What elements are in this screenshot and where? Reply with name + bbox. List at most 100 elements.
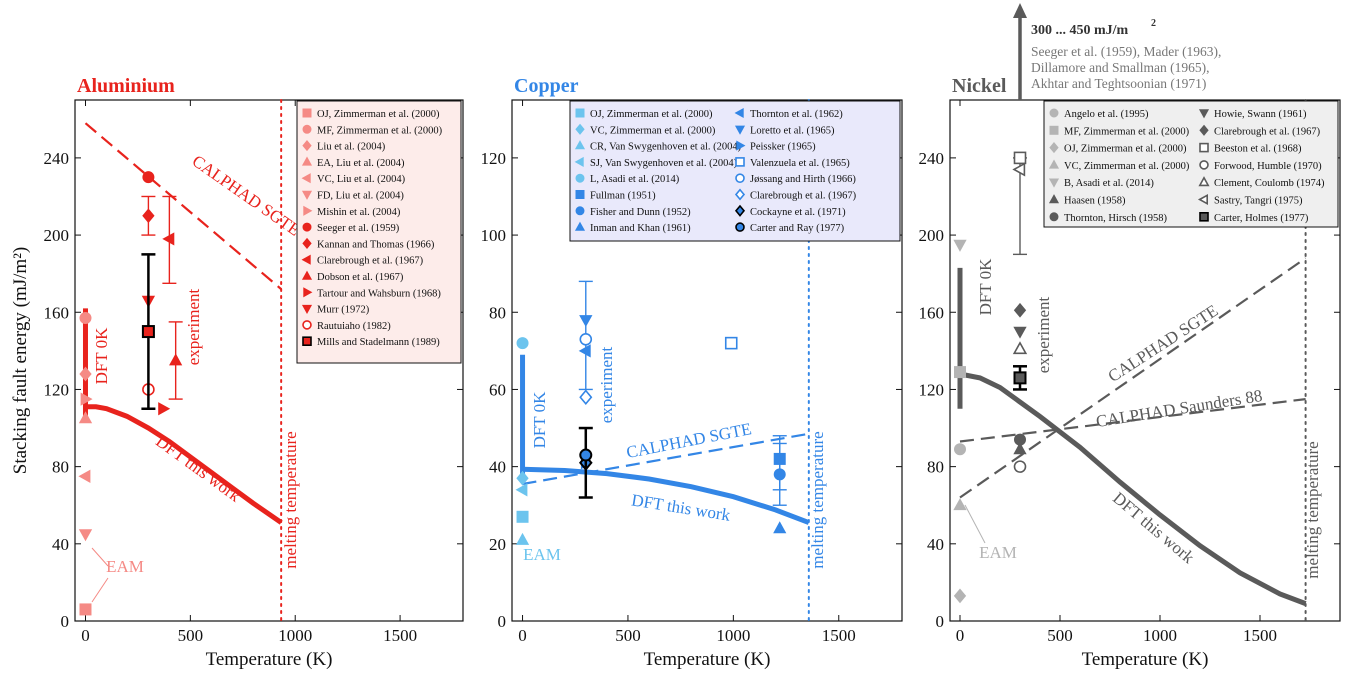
legend-entry: L, Asadi et al. (2014) <box>590 174 680 185</box>
data-point-mf-zimmerman-et-al-2000 <box>79 312 92 325</box>
legend-marker <box>301 173 311 184</box>
series-label: DFT this work <box>630 490 732 524</box>
x-axis-label: Temperature (K) <box>1082 649 1209 670</box>
x-tick-label: 1500 <box>822 626 856 645</box>
y-axis-label: Stacking fault energy (mJ/m²) <box>10 247 31 475</box>
eam-leader-line <box>91 547 109 567</box>
legend-entry: Clarebrough et al. (1967) <box>1214 126 1321 137</box>
series-label: CALPHAD Saunders 88 <box>1095 386 1264 431</box>
plot-frame <box>511 99 903 622</box>
melting-temperature-label: melting temperature <box>808 431 827 568</box>
data-point-inman-and-khan-1961 <box>773 521 787 534</box>
legend-marker <box>574 221 586 231</box>
data-point-seeger-et-al-1959 <box>142 171 155 184</box>
data-point-oj-zimmerman-et-al-2000 <box>953 588 967 604</box>
panel-title: Copper <box>514 75 579 97</box>
legend-entry: Liu et al. (2004) <box>317 142 386 153</box>
legend-entry: Haasen (1958) <box>1064 196 1126 207</box>
y-tick-label: 160 <box>919 303 945 322</box>
legend-entry: OJ, Zimmerman et al. (2000) <box>590 109 713 120</box>
x-tick-label: 0 <box>81 626 90 645</box>
legend-entry: VC, Zimmerman et al. (2000) <box>1064 161 1190 172</box>
legend-marker <box>302 140 312 152</box>
legend-marker <box>735 157 745 167</box>
arrow-title: 300 ... 450 mJ/m <box>1031 23 1129 38</box>
data-point-sastry-tangri-1975 <box>1012 162 1026 177</box>
plot-frame <box>74 99 464 622</box>
data-point-mills-and-stadelmann-1989 <box>141 325 155 339</box>
y-tick-label: 100 <box>481 226 507 245</box>
experiment-label: experiment <box>597 346 616 423</box>
data-point-beeston-et-al-1968 <box>1013 151 1027 165</box>
x-tick-label: 1000 <box>278 626 312 645</box>
data-point-valenzuela-et-al-1965 <box>724 336 738 350</box>
legend-entry: Carter and Ray (1977) <box>750 223 845 234</box>
data-point-tartour-and-wahsburn-1968 <box>158 402 171 416</box>
x-axis-label: Temperature (K) <box>206 649 333 670</box>
dft-0k-label: DFT 0K <box>976 258 995 316</box>
data-point-fd-liu-et-al-2004 <box>78 529 93 542</box>
y-tick-label: 40 <box>489 458 506 477</box>
series-line-calphad-sgte <box>522 432 809 486</box>
legend-marker <box>575 123 585 135</box>
series-label: DFT this work <box>152 432 244 506</box>
legend-marker <box>1048 159 1060 169</box>
data-point-howie-swann-1961 <box>1013 326 1027 339</box>
x-tick-label: 1000 <box>716 626 750 645</box>
y-tick-label: 120 <box>481 149 507 168</box>
data-point-liu-et-al-2004 <box>79 366 92 382</box>
legend-entry: VC, Zimmerman et al. (2000) <box>590 125 716 136</box>
data-point-j-ssang-and-hirth-1966 <box>579 332 593 346</box>
data-point-thornton-et-al-1962 <box>578 344 591 358</box>
legend-marker <box>1049 212 1059 222</box>
legend-marker <box>302 237 312 249</box>
legend-entry: CR, Van Swygenhoven et al. (2004) <box>590 142 742 153</box>
legend-marker <box>736 140 746 151</box>
legend-entry: Thornton, Hirsch (1958) <box>1064 213 1167 224</box>
legend-entry: Dobson et al. (1967) <box>317 272 404 283</box>
legend-entry: Sastry, Tangri (1975) <box>1214 196 1303 207</box>
data-point-carter-and-ray-1977 <box>579 448 593 462</box>
data-point-sj-van-swygenhoven-et-al-2004 <box>515 483 528 497</box>
data-point-clarebrough-et-al-1967 <box>1013 302 1027 318</box>
legend-marker <box>575 173 585 183</box>
data-point-loretto-et-al-1965 <box>579 315 593 328</box>
legend-entry: Clarebrough et al. (1967) <box>750 191 857 202</box>
data-point-mishin-et-al-2004 <box>80 392 93 406</box>
data-point-kannan-and-thomas-1966 <box>142 208 155 224</box>
legend-marker <box>574 156 584 167</box>
legend-entry: Forwood, Humble (1970) <box>1214 161 1322 172</box>
legend-entry: Mishin et al. (2004) <box>317 207 401 218</box>
data-point-forwood-humble-1970 <box>1013 460 1027 473</box>
data-point-l-asadi-et-al-2014 <box>516 337 529 350</box>
legend-marker <box>574 140 586 150</box>
legend-entry: FD, Liu et al. (2004) <box>317 191 404 202</box>
legend-entry: Peissker (1965) <box>750 142 816 153</box>
legend-entry: Howie, Swann (1961) <box>1214 109 1307 120</box>
y-tick-label: 0 <box>936 612 945 631</box>
eam-label: EAM <box>523 545 561 564</box>
legend-marker <box>302 336 312 347</box>
legend-marker <box>301 190 313 200</box>
arrow-reference-line: Akhtar and Teghtsoonian (1971) <box>1031 76 1206 91</box>
y-tick-label: 200 <box>44 226 70 245</box>
x-tick-label: 1500 <box>383 626 417 645</box>
legend-marker <box>1049 142 1059 154</box>
x-tick-label: 500 <box>1047 626 1073 645</box>
data-point-clarebrough-et-al-1967 <box>162 232 175 246</box>
y-tick-label: 0 <box>498 612 507 631</box>
series-line-dft-this-work <box>85 404 283 525</box>
data-point-b-asadi-et-al-2014 <box>953 239 967 252</box>
legend-marker <box>1199 124 1209 136</box>
y-tick-label: 0 <box>61 612 70 631</box>
legend-marker <box>303 205 313 216</box>
data-point-clarebrough-et-al-1967 <box>579 389 593 406</box>
legend-marker <box>302 124 312 134</box>
legend-entry: MF, Zimmerman et al. (2000) <box>317 125 443 136</box>
legend-marker <box>735 222 745 232</box>
y-tick-label: 80 <box>52 458 69 477</box>
legend-marker <box>575 206 585 216</box>
y-tick-label: 80 <box>927 458 944 477</box>
legend-marker <box>734 125 746 135</box>
